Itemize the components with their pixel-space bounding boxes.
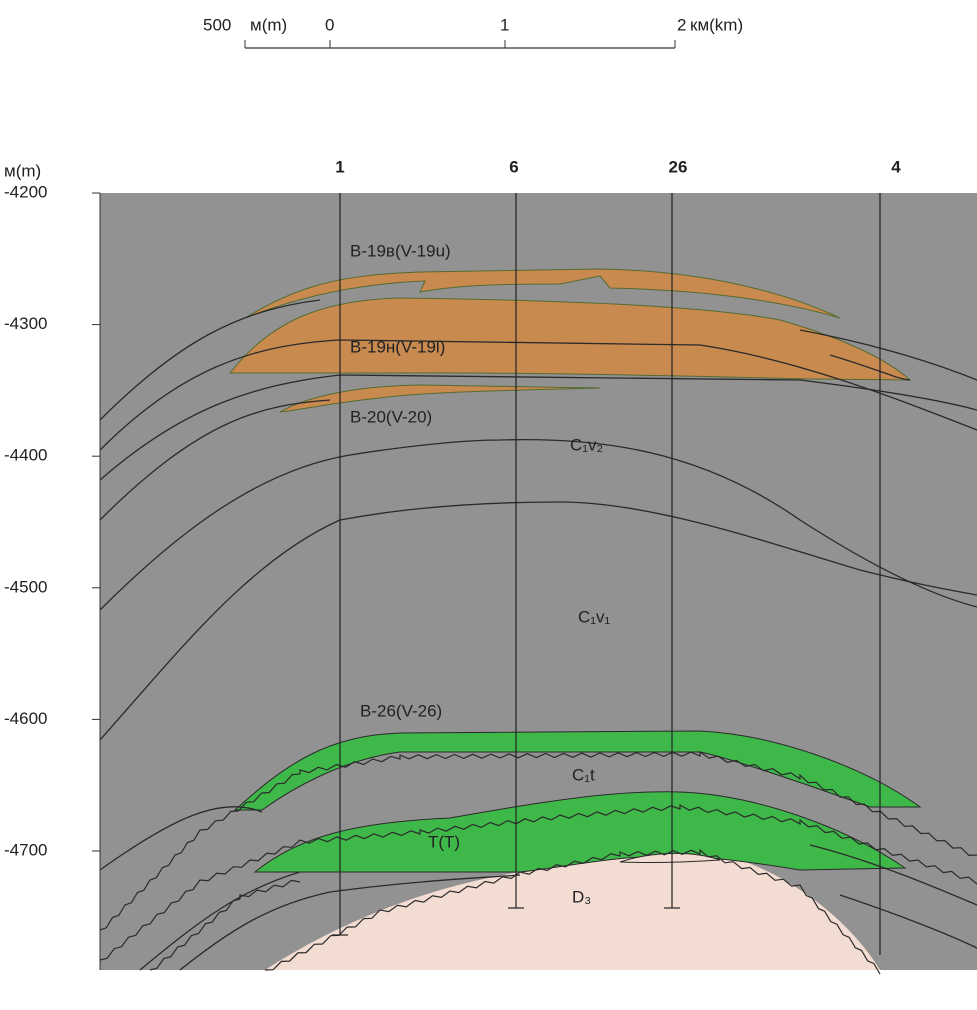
scale-label: 1 bbox=[500, 15, 509, 34]
layer-label: T(T) bbox=[428, 832, 460, 851]
section bbox=[100, 193, 977, 974]
cross-section: 500 м(m) 0 1 2 км(km) м(m) -4200 -4300 -44… bbox=[0, 0, 977, 1010]
scale-label: км(km) bbox=[690, 15, 743, 34]
tick-label: -4200 bbox=[4, 182, 47, 201]
well-label: 1 bbox=[335, 157, 344, 176]
layer-label: B-26(V-26) bbox=[360, 701, 442, 720]
well-label: 4 bbox=[891, 157, 901, 176]
scale-label: 0 bbox=[325, 15, 334, 34]
scale-label: 500 bbox=[203, 15, 231, 34]
tick-label: -4400 bbox=[4, 446, 47, 465]
tick-label: -4600 bbox=[4, 709, 47, 728]
axis-unit: м(m) bbox=[4, 161, 41, 180]
tick-label: -4500 bbox=[4, 577, 47, 596]
tick-label: -4300 bbox=[4, 314, 47, 333]
well-label: 26 bbox=[669, 157, 688, 176]
well-label: 6 bbox=[509, 157, 518, 176]
layer-label: C₁v₂ bbox=[570, 435, 603, 454]
layer-label: B-19н(V-19l) bbox=[350, 337, 445, 356]
scale-label: м(m) bbox=[250, 15, 287, 34]
depth-axis: -4200 -4300 -4400 -4500 -4600 -4700 bbox=[4, 182, 100, 970]
layer-label: B-19в(V-19u) bbox=[350, 241, 451, 260]
layer-label: B-20(V-20) bbox=[350, 407, 432, 426]
tick-label: -4700 bbox=[4, 840, 47, 859]
layer-label: D₃ bbox=[572, 887, 591, 906]
layer-label: C₁v₁ bbox=[578, 607, 611, 626]
layer-label: C₁t bbox=[572, 765, 595, 784]
scale-bar: 500 м(m) 0 1 2 км(km) bbox=[203, 15, 743, 48]
scale-label: 2 bbox=[677, 15, 686, 34]
